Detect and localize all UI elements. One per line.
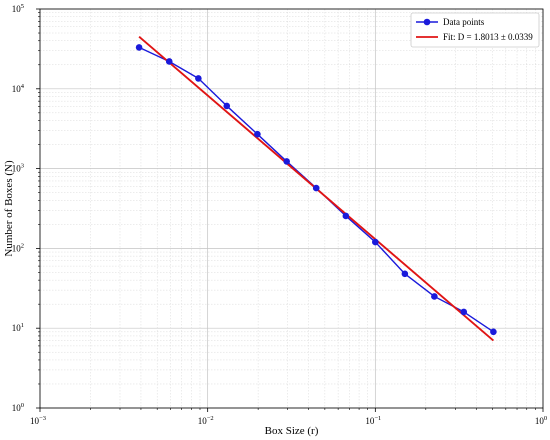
data-point-marker [223, 102, 231, 110]
x-tick-label: 10−3 [30, 415, 46, 426]
plot-frame [39, 8, 544, 409]
ticks: 10−3 10−2 10−1 100 100 101 102 103 104 105 [12, 3, 547, 426]
legend: Data points Fit: D = 1.8013 ± 0.0339 [410, 12, 540, 48]
legend-box [410, 12, 540, 48]
legend-label-fit: Fit: D = 1.8013 ± 0.0339 [443, 32, 533, 42]
grid [39, 8, 544, 409]
y-tick-label: 102 [12, 242, 24, 253]
y-tick-label: 104 [12, 83, 25, 94]
data-point-marker [431, 293, 438, 300]
data-point-marker [195, 75, 202, 82]
data-point-marker [254, 130, 261, 138]
y-axis-label: Number of Boxes (N) [3, 160, 15, 257]
data-point-marker [312, 184, 320, 192]
series-group [135, 35, 497, 342]
legend-marker-data-points [423, 18, 431, 26]
x-axis-label: Box Size (r) [265, 425, 319, 437]
data-point-marker [401, 270, 409, 278]
x-tick-label: 100 [535, 415, 547, 426]
x-tick-label: 10−1 [365, 415, 381, 426]
y-tick-label: 100 [12, 402, 24, 413]
data-point-marker [283, 158, 290, 165]
data-point-marker [165, 58, 173, 65]
y-tick-label: 101 [12, 322, 24, 333]
data-point-marker [135, 44, 143, 51]
legend-label-data-points: Data points [443, 17, 485, 27]
data-point-marker [490, 328, 497, 336]
x-tick-label: 10−2 [198, 415, 214, 426]
y-tick-label: 103 [12, 163, 24, 174]
y-tick-label: 105 [12, 3, 24, 14]
data-point-marker [372, 238, 379, 246]
data-point-marker [460, 308, 468, 316]
data-point-marker [342, 212, 350, 220]
